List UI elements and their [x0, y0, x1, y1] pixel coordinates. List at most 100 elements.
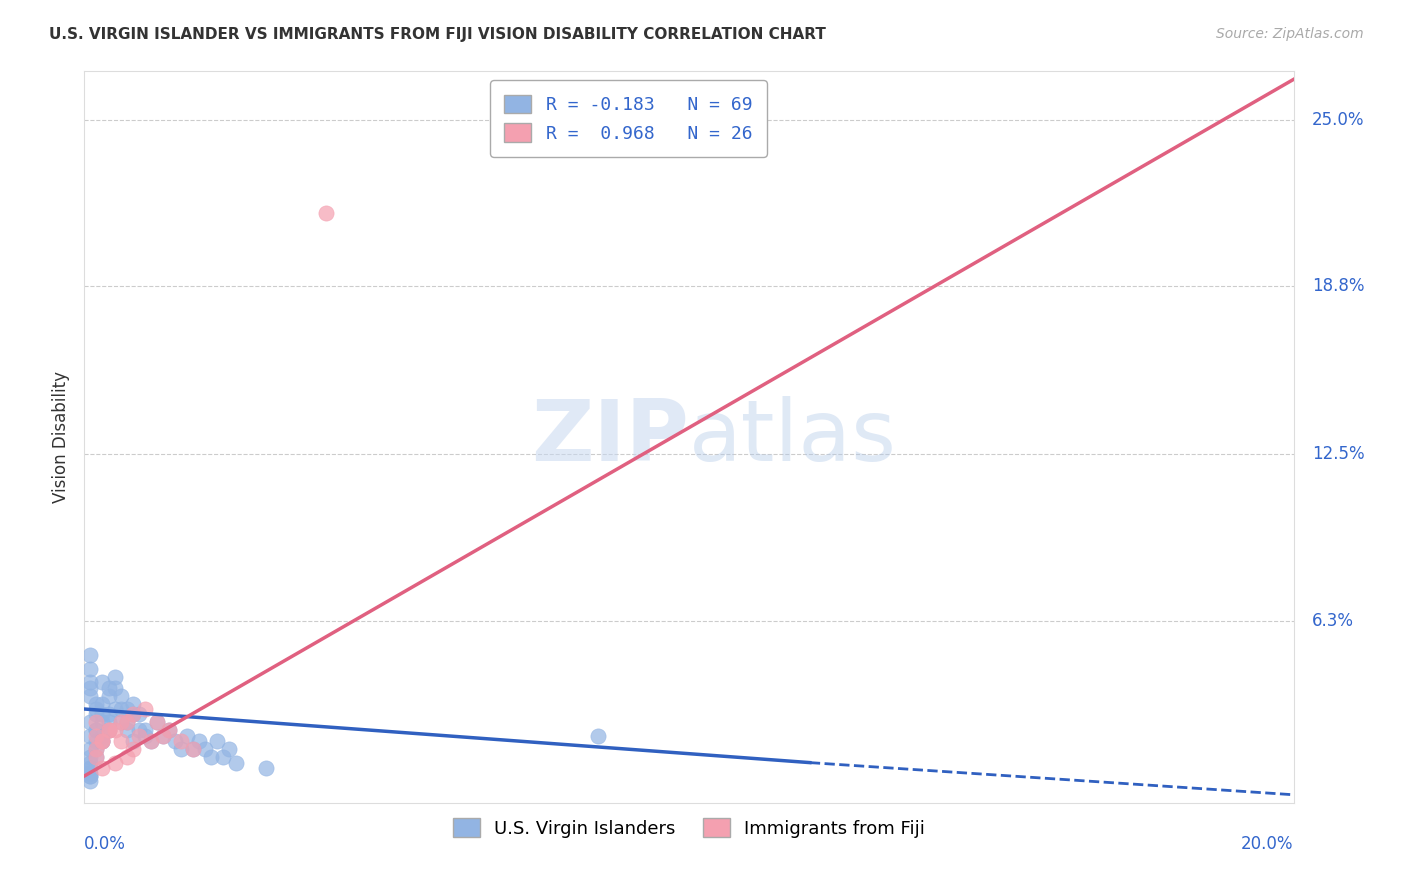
Point	[86, 723, 108, 738]
Point	[157, 723, 180, 738]
Point	[218, 742, 240, 756]
Point	[121, 707, 143, 722]
Point	[86, 702, 108, 716]
Point	[225, 756, 247, 770]
Point	[97, 723, 120, 738]
Point	[121, 707, 143, 722]
Point	[115, 715, 138, 730]
Point	[91, 729, 114, 743]
Point	[97, 715, 120, 730]
Point	[104, 702, 127, 716]
Point	[121, 697, 143, 711]
Point	[176, 729, 198, 743]
Point	[152, 729, 174, 743]
Point	[254, 761, 277, 775]
Point	[128, 723, 150, 738]
Point	[79, 662, 101, 676]
Point	[86, 742, 108, 756]
Point	[121, 742, 143, 756]
Point	[128, 729, 150, 743]
Text: ZIP: ZIP	[531, 395, 689, 479]
Text: U.S. VIRGIN ISLANDER VS IMMIGRANTS FROM FIJI VISION DISABILITY CORRELATION CHART: U.S. VIRGIN ISLANDER VS IMMIGRANTS FROM …	[49, 27, 827, 42]
Point	[91, 675, 114, 690]
Point	[86, 734, 108, 748]
Point	[91, 697, 114, 711]
Point	[104, 756, 127, 770]
Point	[79, 729, 101, 743]
Point	[79, 774, 101, 789]
Text: 12.5%: 12.5%	[1312, 445, 1364, 464]
Point	[110, 689, 132, 703]
Point	[146, 715, 169, 730]
Point	[79, 750, 101, 764]
Point	[79, 761, 101, 775]
Point	[139, 734, 162, 748]
Point	[91, 734, 114, 748]
Point	[165, 734, 187, 748]
Point	[79, 769, 101, 783]
Point	[97, 723, 120, 738]
Point	[146, 715, 169, 730]
Point	[79, 715, 101, 730]
Legend: U.S. Virgin Islanders, Immigrants from Fiji: U.S. Virgin Islanders, Immigrants from F…	[439, 804, 939, 852]
Point	[86, 742, 108, 756]
Point	[79, 742, 101, 756]
Point	[104, 670, 127, 684]
Point	[128, 707, 150, 722]
Point	[188, 734, 211, 748]
Point	[91, 734, 114, 748]
Point	[115, 750, 138, 764]
Point	[91, 761, 114, 775]
Point	[181, 742, 204, 756]
Point	[79, 756, 101, 770]
Point	[86, 707, 108, 722]
Point	[91, 707, 114, 722]
Point	[86, 697, 108, 711]
Y-axis label: Vision Disability: Vision Disability	[52, 371, 70, 503]
Point	[86, 715, 108, 730]
Text: 0.0%: 0.0%	[84, 835, 127, 853]
Point	[110, 734, 132, 748]
Point	[588, 729, 610, 743]
Point	[110, 702, 132, 716]
Point	[79, 761, 101, 775]
Point	[134, 729, 156, 743]
Point	[115, 723, 138, 738]
Point	[110, 715, 132, 730]
Point	[79, 675, 101, 690]
Point	[79, 689, 101, 703]
Point	[139, 734, 162, 748]
Point	[152, 729, 174, 743]
Point	[134, 702, 156, 716]
Point	[212, 750, 235, 764]
Point	[104, 681, 127, 695]
Point	[104, 723, 127, 738]
Point	[115, 715, 138, 730]
Text: 18.8%: 18.8%	[1312, 277, 1364, 294]
Point	[207, 734, 229, 748]
Point	[170, 742, 193, 756]
Point	[181, 742, 204, 756]
Point	[91, 734, 114, 748]
Point	[79, 769, 101, 783]
Point	[86, 750, 108, 764]
Point	[134, 723, 156, 738]
Text: Source: ZipAtlas.com: Source: ZipAtlas.com	[1216, 27, 1364, 41]
Point	[79, 766, 101, 780]
Point	[121, 734, 143, 748]
Point	[157, 723, 180, 738]
Point	[79, 681, 101, 695]
Text: atlas: atlas	[689, 395, 897, 479]
Point	[79, 648, 101, 663]
Point	[91, 715, 114, 730]
Point	[86, 729, 108, 743]
Point	[97, 681, 120, 695]
Point	[97, 723, 120, 738]
Point	[200, 750, 222, 764]
Point	[97, 689, 120, 703]
Text: 6.3%: 6.3%	[1312, 612, 1354, 630]
Point	[170, 734, 193, 748]
Point	[194, 742, 217, 756]
Text: 25.0%: 25.0%	[1312, 111, 1364, 128]
Point	[86, 723, 108, 738]
